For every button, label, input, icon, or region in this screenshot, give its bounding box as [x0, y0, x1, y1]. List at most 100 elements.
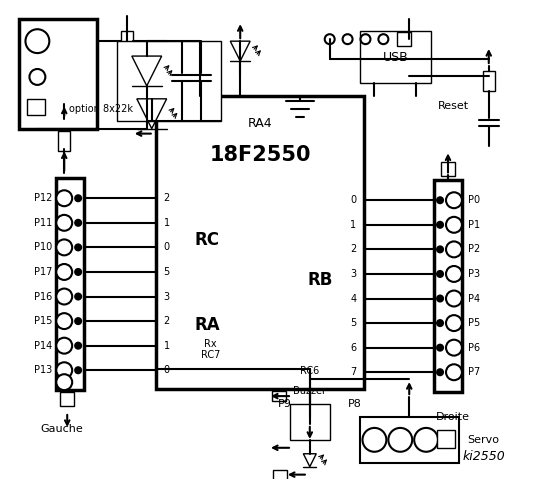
Text: P16: P16 [34, 291, 53, 301]
Circle shape [446, 241, 462, 257]
Text: 2: 2 [164, 316, 170, 326]
Text: ki2550: ki2550 [462, 450, 505, 463]
Circle shape [56, 313, 72, 329]
Bar [272, 391, 286, 401]
Text: 6: 6 [351, 343, 357, 353]
Circle shape [75, 318, 81, 324]
Text: 7: 7 [350, 367, 357, 377]
Circle shape [437, 369, 443, 375]
Text: P9: P9 [278, 399, 292, 409]
Circle shape [75, 367, 81, 373]
Bar [483, 71, 495, 91]
Circle shape [414, 428, 438, 452]
Text: USB: USB [383, 50, 408, 63]
Circle shape [446, 217, 462, 233]
Circle shape [56, 264, 72, 280]
Circle shape [56, 190, 72, 206]
Circle shape [437, 246, 443, 252]
Circle shape [75, 220, 81, 226]
Circle shape [56, 362, 72, 378]
Text: Reset: Reset [438, 101, 469, 111]
Circle shape [446, 364, 462, 380]
Text: P12: P12 [34, 193, 53, 203]
Text: P14: P14 [34, 341, 53, 351]
Text: RA4: RA4 [248, 117, 273, 130]
Bar [441, 162, 455, 176]
Bar [434, 180, 462, 392]
Circle shape [56, 338, 72, 354]
Bar [19, 19, 97, 129]
Bar [397, 32, 411, 46]
Circle shape [56, 240, 72, 255]
Text: option 8x22k: option 8x22k [69, 104, 133, 114]
Text: P17: P17 [34, 267, 53, 277]
Circle shape [446, 340, 462, 356]
Circle shape [437, 271, 443, 277]
Circle shape [363, 428, 387, 452]
Circle shape [29, 69, 45, 85]
Bar [60, 392, 74, 406]
Text: RC: RC [195, 231, 220, 249]
Circle shape [325, 34, 335, 44]
Bar [117, 41, 221, 120]
Circle shape [56, 215, 72, 231]
Text: P1: P1 [468, 220, 480, 230]
Circle shape [75, 343, 81, 348]
Circle shape [388, 428, 412, 452]
Text: 5: 5 [350, 318, 357, 328]
Text: P2: P2 [468, 244, 480, 254]
Text: Droite: Droite [436, 412, 470, 422]
Circle shape [378, 34, 388, 44]
Circle shape [437, 296, 443, 301]
Text: P5: P5 [468, 318, 480, 328]
Text: P10: P10 [34, 242, 53, 252]
Text: 0: 0 [164, 365, 170, 375]
Text: P11: P11 [34, 218, 53, 228]
Bar [359, 417, 459, 463]
Text: P8: P8 [348, 399, 362, 409]
Bar [121, 31, 133, 51]
Bar [290, 404, 330, 440]
Text: 0: 0 [351, 195, 357, 205]
Circle shape [446, 192, 462, 208]
Text: 3: 3 [164, 291, 170, 301]
Text: Servo: Servo [467, 435, 499, 445]
Text: 5: 5 [164, 267, 170, 277]
Circle shape [75, 244, 81, 251]
Circle shape [75, 195, 81, 201]
Text: P4: P4 [468, 293, 480, 303]
Circle shape [437, 320, 443, 326]
Circle shape [437, 197, 443, 203]
Circle shape [446, 290, 462, 306]
Text: P7: P7 [468, 367, 480, 377]
Circle shape [75, 269, 81, 275]
Circle shape [75, 294, 81, 300]
Text: RB: RB [307, 271, 332, 289]
Text: 0: 0 [164, 242, 170, 252]
Circle shape [56, 288, 72, 304]
Text: 2: 2 [350, 244, 357, 254]
Text: Buzzer: Buzzer [293, 386, 326, 396]
Circle shape [25, 29, 49, 53]
Bar [156, 96, 364, 389]
Text: P15: P15 [34, 316, 53, 326]
Bar [273, 469, 287, 480]
Circle shape [343, 34, 353, 44]
Bar [56, 179, 84, 390]
Text: P6: P6 [468, 343, 480, 353]
Circle shape [437, 345, 443, 351]
Bar [58, 131, 70, 151]
Text: P3: P3 [468, 269, 480, 279]
Bar [28, 99, 45, 115]
Circle shape [437, 222, 443, 228]
Text: 4: 4 [351, 293, 357, 303]
Text: P0: P0 [468, 195, 480, 205]
Bar [359, 31, 431, 83]
Text: Gauche: Gauche [40, 424, 82, 434]
Bar [437, 430, 455, 448]
Text: P13: P13 [34, 365, 53, 375]
Text: 2: 2 [164, 193, 170, 203]
Circle shape [361, 34, 371, 44]
Text: 18F2550: 18F2550 [210, 145, 311, 166]
Text: 1: 1 [164, 341, 170, 351]
